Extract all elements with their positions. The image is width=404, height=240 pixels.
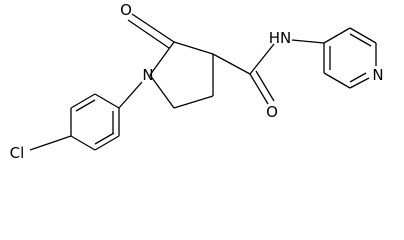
molecule: O N O HN N Cl	[10, 1, 384, 162]
bond	[173, 95, 214, 109]
bond	[323, 72, 351, 89]
bond	[173, 41, 214, 55]
bond	[29, 135, 72, 151]
bond	[94, 132, 115, 145]
bond	[349, 33, 372, 47]
bond	[212, 53, 251, 75]
bond	[323, 27, 351, 44]
page: {"atoms": [ {"label": "O"}, {"label": "N…	[9, 1, 384, 162]
bond	[149, 41, 175, 76]
atom-label: Cl	[10, 144, 25, 162]
bond	[291, 39, 325, 44]
bond	[70, 93, 96, 109]
bond	[75, 99, 96, 112]
bond	[349, 27, 377, 44]
atom-label: O	[120, 1, 132, 19]
bond	[349, 77, 370, 89]
bond	[118, 81, 143, 109]
bond	[70, 135, 96, 151]
atom-label: O	[266, 103, 278, 121]
bonds	[29, 13, 377, 151]
atom-labels: O N O HN N Cl	[10, 1, 384, 162]
bond	[255, 70, 275, 102]
bond	[249, 73, 269, 105]
bond	[349, 72, 367, 83]
bond	[94, 93, 120, 109]
bond	[249, 43, 275, 75]
bond	[131, 13, 175, 43]
atom-label: HN	[269, 29, 292, 47]
atom-label: N	[142, 66, 153, 84]
bond	[127, 19, 170, 49]
bond	[149, 74, 175, 109]
atom-label: N	[372, 66, 383, 84]
bond	[94, 135, 120, 151]
